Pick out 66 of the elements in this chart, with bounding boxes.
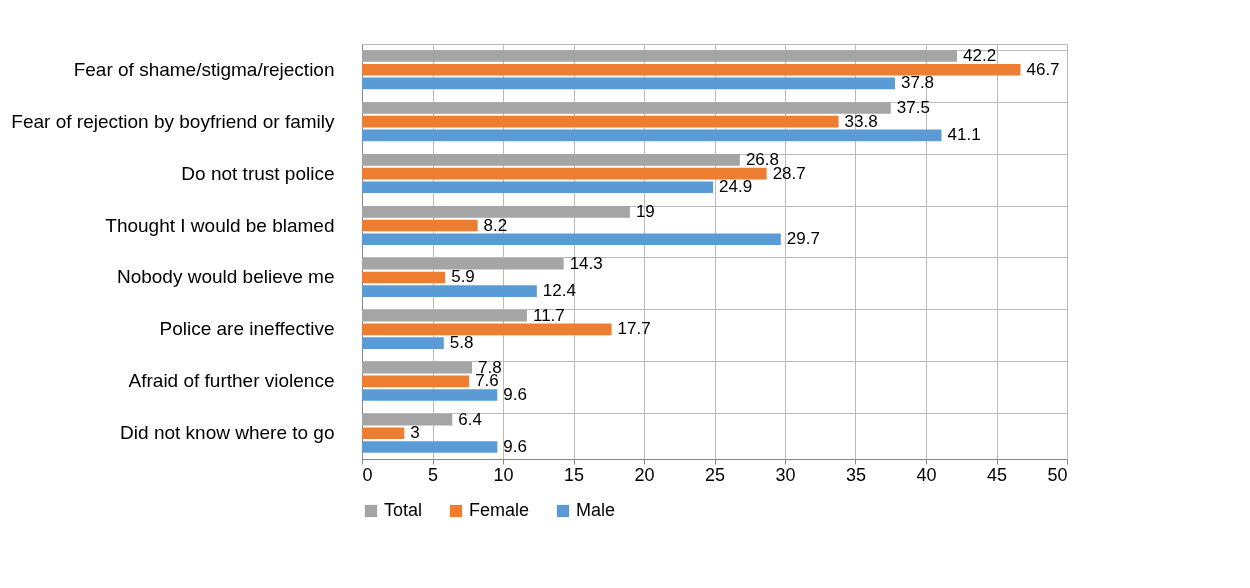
bar [362, 309, 527, 322]
data-label: 5.8 [449, 333, 474, 353]
bar [362, 77, 895, 90]
y-tick-label: Police are ineffective [159, 318, 335, 340]
data-label: 5.9 [451, 267, 475, 287]
x-tick-label: 45 [986, 464, 1008, 485]
bar [362, 63, 1021, 76]
x-tick-label: 50 [1047, 464, 1068, 485]
x-tick-label: 20 [634, 464, 655, 485]
bar [362, 129, 942, 142]
data-label: 24.9 [719, 177, 753, 197]
data-label: 9.6 [503, 436, 527, 456]
data-label: 41.1 [947, 125, 981, 145]
data-label: 42.2 [963, 46, 997, 66]
bar [362, 427, 405, 440]
data-label: 19 [635, 201, 655, 221]
data-label: 11.7 [532, 305, 565, 325]
bar [362, 115, 839, 128]
bar [362, 375, 470, 388]
y-tick-label: Fear of shame/stigma/rejection [73, 58, 335, 80]
y-tick-label: Did not know where to go [120, 422, 335, 444]
y-tick-label: Do not trust police [181, 162, 335, 184]
x-tick-label: 30 [775, 464, 796, 485]
y-tick-label: Fear of rejection by boyfriend or family [11, 110, 335, 132]
x-tick-label: 15 [563, 464, 585, 485]
bar [362, 441, 498, 453]
x-tick-label: 0 [362, 464, 373, 485]
x-tick-label: 35 [845, 464, 867, 485]
legend-label: Female [469, 500, 530, 520]
data-label: 14.3 [569, 253, 603, 273]
bar [362, 337, 444, 349]
bar [362, 154, 740, 166]
y-tick-label: Thought I would be blamed [105, 214, 335, 236]
bar [362, 219, 478, 232]
y-tick-label: Nobody would believe me [116, 266, 335, 288]
data-label: 8.2 [483, 215, 508, 235]
x-tick-label: 10 [493, 464, 514, 485]
data-label: 3 [410, 423, 420, 443]
bar [362, 233, 781, 246]
bar [362, 102, 891, 114]
legend-label: Male [576, 500, 616, 520]
bar [362, 257, 564, 270]
bar [362, 285, 537, 297]
x-tick-label: 40 [916, 464, 937, 485]
legend-label: Total [384, 500, 423, 520]
y-tick-label: Afraid of further violence [128, 370, 335, 392]
x-tick-label: 25 [704, 464, 726, 485]
bar [362, 361, 472, 374]
bar [362, 323, 612, 336]
data-label: 37.8 [900, 73, 935, 93]
x-tick-label: 5 [427, 464, 439, 485]
data-label: 17.7 [617, 319, 651, 339]
data-label: 6.4 [458, 409, 482, 429]
bar [362, 50, 958, 62]
data-label: 12.4 [542, 281, 576, 301]
data-label: 46.7 [1026, 59, 1060, 79]
data-label: 37.5 [896, 97, 930, 117]
bar [362, 206, 630, 218]
bar [362, 389, 498, 401]
data-label: 29.7 [786, 229, 820, 249]
data-label: 9.6 [503, 385, 527, 405]
bar [362, 413, 453, 426]
data-label: 33.8 [844, 111, 878, 131]
bar [362, 167, 767, 180]
bar [362, 271, 446, 284]
bar [362, 181, 714, 194]
